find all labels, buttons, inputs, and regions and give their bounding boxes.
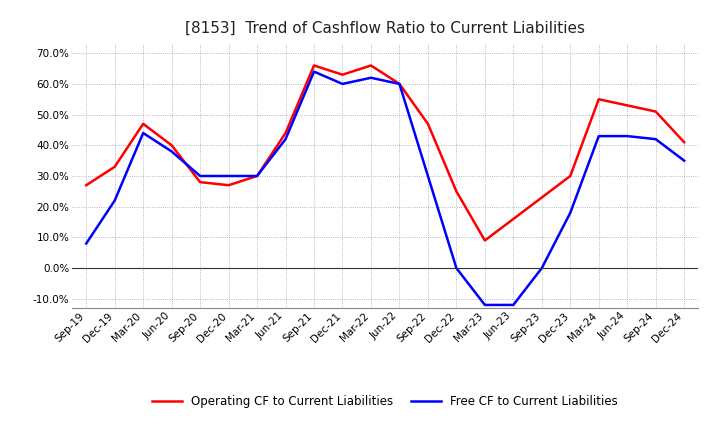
Operating CF to Current Liabilities [480, 238, 489, 243]
Operating CF to Current Liabilities [167, 143, 176, 148]
Free CF to Current Liabilities [338, 81, 347, 87]
Line: Operating CF to Current Liabilities: Operating CF to Current Liabilities [86, 66, 684, 241]
Free CF to Current Liabilities [566, 210, 575, 216]
Free CF to Current Liabilities [282, 136, 290, 142]
Free CF to Current Liabilities [423, 173, 432, 179]
Operating CF to Current Liabilities [82, 183, 91, 188]
Free CF to Current Liabilities [537, 265, 546, 271]
Operating CF to Current Liabilities [139, 121, 148, 126]
Free CF to Current Liabilities [395, 81, 404, 87]
Free CF to Current Liabilities [652, 136, 660, 142]
Free CF to Current Liabilities [225, 173, 233, 179]
Operating CF to Current Liabilities [110, 164, 119, 169]
Operating CF to Current Liabilities [196, 180, 204, 185]
Operating CF to Current Liabilities [623, 103, 631, 108]
Operating CF to Current Liabilities [566, 173, 575, 179]
Line: Free CF to Current Liabilities: Free CF to Current Liabilities [86, 72, 684, 305]
Free CF to Current Liabilities [623, 133, 631, 139]
Operating CF to Current Liabilities [537, 195, 546, 200]
Operating CF to Current Liabilities [509, 216, 518, 222]
Title: [8153]  Trend of Cashflow Ratio to Current Liabilities: [8153] Trend of Cashflow Ratio to Curren… [185, 21, 585, 36]
Free CF to Current Liabilities [310, 69, 318, 74]
Operating CF to Current Liabilities [282, 130, 290, 136]
Free CF to Current Liabilities [82, 241, 91, 246]
Free CF to Current Liabilities [196, 173, 204, 179]
Operating CF to Current Liabilities [423, 121, 432, 126]
Operating CF to Current Liabilities [310, 63, 318, 68]
Operating CF to Current Liabilities [225, 183, 233, 188]
Operating CF to Current Liabilities [595, 97, 603, 102]
Free CF to Current Liabilities [480, 302, 489, 308]
Operating CF to Current Liabilities [395, 81, 404, 87]
Operating CF to Current Liabilities [338, 72, 347, 77]
Free CF to Current Liabilities [167, 149, 176, 154]
Free CF to Current Liabilities [139, 130, 148, 136]
Free CF to Current Liabilities [366, 75, 375, 81]
Operating CF to Current Liabilities [366, 63, 375, 68]
Free CF to Current Liabilities [509, 302, 518, 308]
Legend: Operating CF to Current Liabilities, Free CF to Current Liabilities: Operating CF to Current Liabilities, Fre… [148, 391, 623, 413]
Operating CF to Current Liabilities [452, 189, 461, 194]
Free CF to Current Liabilities [595, 133, 603, 139]
Operating CF to Current Liabilities [652, 109, 660, 114]
Free CF to Current Liabilities [253, 173, 261, 179]
Operating CF to Current Liabilities [253, 173, 261, 179]
Free CF to Current Liabilities [680, 158, 688, 163]
Operating CF to Current Liabilities [680, 139, 688, 145]
Free CF to Current Liabilities [110, 198, 119, 203]
Free CF to Current Liabilities [452, 265, 461, 271]
